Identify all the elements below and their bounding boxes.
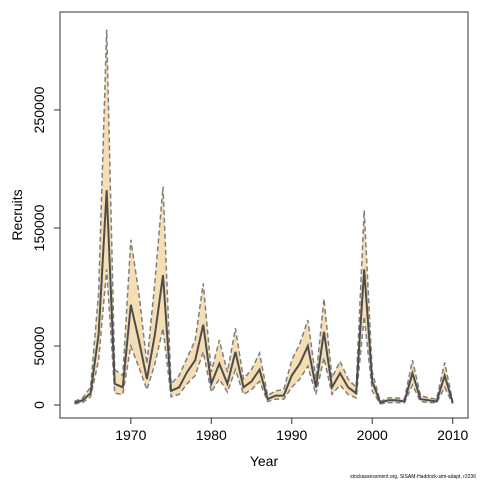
x-tick-label: 1980: [196, 427, 227, 443]
y-tick-label: 150000: [31, 204, 47, 251]
estimate-line: [74, 190, 454, 404]
footnote: stockassessment.org, SISAM-Haddock-sim-a…: [350, 474, 476, 480]
y-tick-label: 250000: [31, 86, 47, 133]
lower-bound: [74, 269, 454, 405]
x-tick-label: 1990: [276, 427, 307, 443]
y-tick-label: 0: [31, 401, 47, 409]
plot-frame: [59, 11, 469, 419]
upper-bound: [74, 29, 454, 403]
x-axis-label: Year: [250, 453, 279, 469]
x-tick-label: 1970: [115, 427, 146, 443]
x-tick-label: 2000: [357, 427, 388, 443]
x-tick-label: 2010: [437, 427, 468, 443]
y-axis-label: Recruits: [9, 189, 25, 240]
y-tick-label: 50000: [31, 326, 47, 365]
